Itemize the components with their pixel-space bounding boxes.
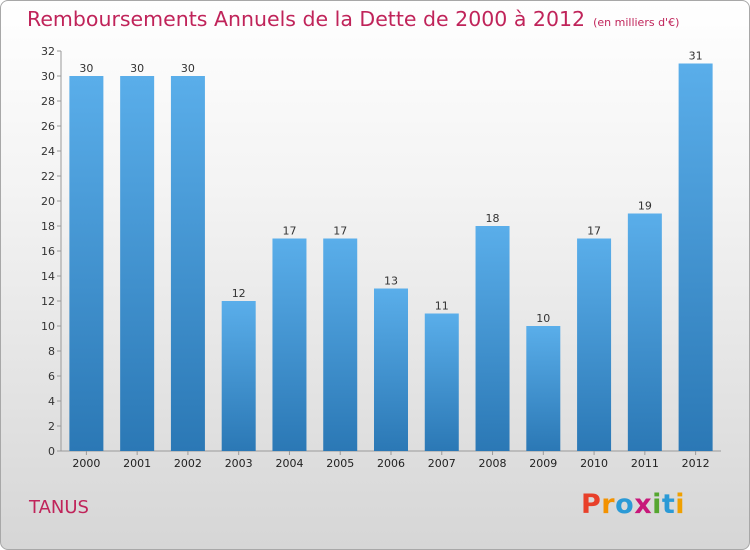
x-tick-label: 2009	[529, 457, 557, 470]
y-tick-label: 20	[41, 195, 55, 208]
x-tick-label: 2001	[123, 457, 151, 470]
y-tick-label: 22	[41, 170, 55, 183]
y-tick-label: 24	[41, 145, 55, 158]
x-tick-label: 2004	[275, 457, 303, 470]
x-tick-label: 2000	[72, 457, 100, 470]
value-label-2004: 17	[282, 225, 296, 238]
logo-letter: P	[581, 489, 602, 520]
value-label-2003: 12	[232, 287, 246, 300]
logo-letter: o	[615, 489, 635, 520]
x-tick-label: 2010	[580, 457, 608, 470]
value-label-2007: 11	[435, 300, 449, 313]
bar-2004	[272, 238, 307, 451]
y-tick-label: 32	[41, 45, 55, 58]
y-tick-label: 2	[48, 420, 55, 433]
chart-title-text: Remboursements Annuels de la Dette de 20…	[27, 7, 586, 31]
bar-2001	[120, 76, 155, 451]
value-label-2010: 17	[587, 225, 601, 238]
x-tick-label: 2002	[174, 457, 202, 470]
logo-letter: i	[652, 489, 662, 520]
proxiti-logo[interactable]: Proxiti	[581, 489, 685, 520]
value-label-2009: 10	[536, 312, 550, 325]
x-tick-label: 2003	[225, 457, 253, 470]
value-label-2006: 13	[384, 275, 398, 288]
logo-letter: r	[601, 489, 616, 520]
value-label-2000: 30	[79, 62, 93, 75]
x-tick-label: 2006	[377, 457, 405, 470]
bar-2008	[475, 226, 510, 451]
x-tick-label: 2008	[479, 457, 507, 470]
y-tick-label: 30	[41, 70, 55, 83]
logo-letter: i	[675, 489, 686, 520]
y-tick-label: 4	[48, 395, 55, 408]
bar-2003	[221, 301, 256, 451]
bar-2006	[374, 288, 408, 451]
bar-2012	[678, 63, 713, 451]
bar-2011	[627, 213, 662, 451]
x-axis: 2000 2001 2002 2003 2004 2005 2006 2007 2008 2009…	[61, 450, 721, 470]
logo-letter: t	[661, 489, 676, 520]
y-tick-label: 8	[48, 345, 55, 358]
y-tick-label: 10	[41, 320, 55, 333]
logo-letter: x	[634, 489, 653, 520]
commune-name: TANUS	[29, 497, 89, 518]
y-tick-label: 0	[48, 445, 55, 458]
y-tick-label: 6	[48, 370, 55, 383]
value-label-2008: 18	[486, 212, 500, 225]
bar-2005	[323, 238, 358, 451]
y-tick-label: 14	[41, 270, 55, 283]
value-label-2012: 31	[689, 50, 703, 63]
bar-2007	[424, 313, 459, 451]
bar-2000	[69, 76, 104, 451]
x-tick-label: 2012	[682, 457, 710, 470]
x-tick-label: 2007	[428, 457, 456, 470]
chart-title: Remboursements Annuels de la Dette de 20…	[27, 7, 679, 31]
chart-subtitle: (en milliers d'€)	[593, 16, 680, 29]
value-label-2005: 17	[333, 225, 347, 238]
y-tick-label: 16	[41, 245, 55, 258]
x-tick-label: 2011	[631, 457, 659, 470]
x-tick-label: 2005	[326, 457, 354, 470]
bars	[69, 63, 713, 451]
value-label-2001: 30	[130, 62, 144, 75]
y-tick-label: 26	[41, 120, 55, 133]
y-tick-label: 18	[41, 220, 55, 233]
y-tick-label: 28	[41, 95, 55, 108]
bar-2009	[526, 326, 561, 451]
value-label-2011: 19	[638, 200, 652, 213]
y-tick-label: 12	[41, 295, 55, 308]
bar-2010	[577, 238, 612, 451]
value-labels: 30 30 30 12 17 17 13 11 18 10 17 19 31	[79, 50, 702, 326]
value-label-2002: 30	[181, 62, 195, 75]
bar-2002	[170, 76, 205, 451]
